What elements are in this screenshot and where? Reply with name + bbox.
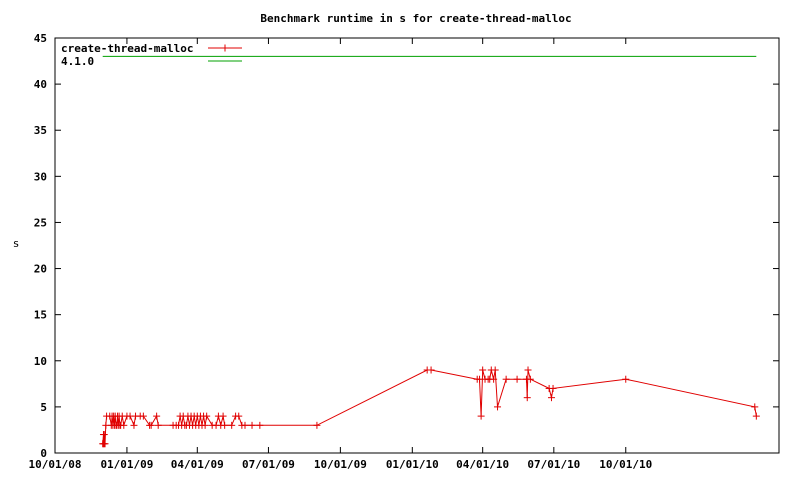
data-point	[153, 412, 161, 420]
data-point	[751, 403, 759, 411]
series-line-1	[102, 369, 757, 445]
y-tick-label: 35	[34, 124, 47, 137]
y-tick-label: 25	[34, 216, 47, 229]
data-point	[502, 375, 510, 383]
data-point	[147, 421, 155, 429]
data-point	[248, 421, 256, 429]
data-point	[219, 412, 227, 420]
data-point	[479, 366, 487, 374]
data-point	[524, 366, 532, 374]
data-point	[228, 421, 236, 429]
x-axis-ticks: 10/01/08 01/01/09 04/01/09 07/01/09 10/01/09…	[29, 38, 652, 471]
y-axis-label: s	[13, 237, 20, 250]
data-point	[513, 375, 521, 383]
data-point	[154, 421, 162, 429]
legend-label: create-thread-malloc	[61, 42, 193, 55]
y-tick-label: 40	[34, 78, 47, 91]
data-point	[221, 421, 229, 429]
data-point	[256, 421, 264, 429]
data-point	[549, 384, 557, 392]
data-point	[491, 366, 499, 374]
data-point	[427, 366, 435, 374]
data-point	[752, 412, 760, 420]
data-point	[139, 412, 147, 420]
x-tick-label: 01/01/10	[386, 458, 439, 471]
x-tick-label: 10/01/10	[599, 458, 652, 471]
series-layer	[99, 55, 760, 448]
x-tick-label: 10/01/09	[314, 458, 367, 471]
y-tick-label: 45	[34, 32, 47, 45]
y-tick-label: 0	[40, 447, 47, 460]
y-tick-label: 15	[34, 309, 47, 322]
x-tick-label: 10/01/08	[29, 458, 82, 471]
chart-title: Benchmark runtime in s for create-thread…	[260, 12, 571, 25]
data-point	[100, 431, 108, 439]
data-point	[547, 394, 555, 402]
x-tick-label: 07/01/10	[527, 458, 580, 471]
x-tick-label: 07/01/09	[242, 458, 295, 471]
data-point	[130, 421, 138, 429]
data-point	[477, 412, 485, 420]
y-tick-label: 30	[34, 170, 47, 183]
data-point	[490, 375, 498, 383]
x-tick-label: 04/01/10	[456, 458, 509, 471]
data-point	[120, 421, 128, 429]
data-point	[313, 421, 321, 429]
y-tick-label: 5	[40, 401, 47, 414]
plot-frame	[54, 37, 780, 454]
data-point	[622, 375, 630, 383]
y-tick-label: 10	[34, 355, 47, 368]
y-axis-ticks: 0 5 10 15 20 25 30 35 40 45	[34, 32, 779, 460]
data-point	[526, 375, 534, 383]
data-point	[523, 394, 531, 402]
data-point	[101, 440, 109, 448]
data-point	[241, 421, 249, 429]
data-point	[203, 412, 211, 420]
y-tick-label: 20	[34, 263, 47, 276]
data-point	[494, 403, 502, 411]
legend-label: 4.1.0	[61, 55, 94, 68]
x-tick-label: 01/01/09	[100, 458, 153, 471]
data-point	[235, 412, 243, 420]
x-tick-label: 04/01/09	[171, 458, 224, 471]
data-point	[201, 421, 209, 429]
